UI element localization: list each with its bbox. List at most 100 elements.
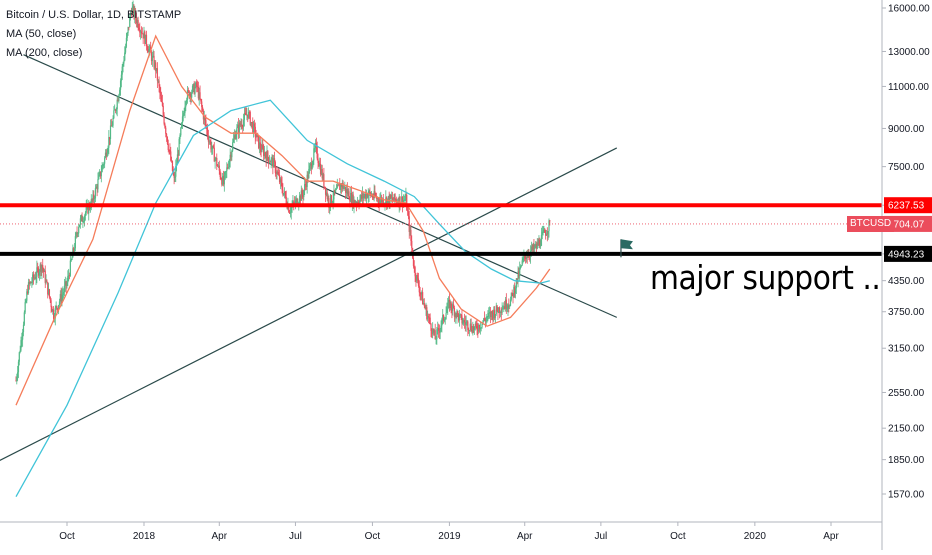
- candle-body: [336, 184, 338, 189]
- candle-body: [168, 149, 170, 151]
- candle-body: [112, 117, 114, 126]
- candle-body: [494, 309, 496, 318]
- candle-body: [98, 174, 100, 180]
- candle-body: [94, 198, 96, 200]
- candle-body: [365, 193, 368, 199]
- candle-body: [22, 324, 25, 333]
- candle-body: [440, 325, 442, 329]
- candle-body: [443, 319, 445, 321]
- candle-body: [404, 199, 406, 201]
- candle-body: [501, 309, 503, 313]
- candle-body: [472, 326, 474, 333]
- candle-body: [99, 171, 102, 177]
- candle-body: [519, 268, 521, 277]
- candle-body: [479, 327, 481, 330]
- candle-body: [289, 212, 292, 214]
- candle-body: [209, 141, 211, 143]
- candle-body: [119, 80, 122, 90]
- candle-body: [162, 105, 164, 115]
- candle-body: [295, 198, 297, 201]
- candle-body: [184, 106, 186, 114]
- candle-body: [346, 189, 348, 195]
- candle-body: [109, 125, 112, 140]
- candle-body: [68, 275, 71, 277]
- legend-ma50: MA (50, close): [6, 28, 77, 40]
- candle-body: [106, 152, 108, 157]
- candle-body: [361, 193, 363, 199]
- candle-body: [37, 267, 39, 269]
- candle-body: [88, 204, 90, 214]
- candle-body: [121, 66, 123, 75]
- candle-body: [105, 152, 107, 157]
- candle-body: [70, 259, 72, 261]
- candle-body: [207, 135, 210, 142]
- candle-body: [133, 6, 135, 17]
- trendline-ascending[interactable]: [0, 147, 618, 465]
- candle-body: [340, 184, 343, 187]
- candle-body: [212, 145, 215, 148]
- candle-body: [84, 212, 87, 216]
- candle-body: [262, 145, 264, 149]
- candle-body: [251, 122, 253, 123]
- candle-body: [350, 192, 352, 202]
- candle-body: [424, 306, 426, 310]
- candle-body: [323, 174, 325, 187]
- candle-body: [119, 89, 121, 95]
- ma200-line[interactable]: [15, 99, 550, 498]
- candle-body: [301, 190, 303, 195]
- candle-body: [524, 255, 527, 259]
- candle-body: [498, 307, 500, 313]
- candle-body: [15, 380, 17, 382]
- candle-body: [126, 32, 128, 38]
- trendline-descending[interactable]: [23, 54, 618, 318]
- ma50-line[interactable]: [15, 34, 551, 406]
- candle-body: [319, 163, 322, 175]
- candle-body: [499, 312, 502, 313]
- candle-body: [222, 176, 224, 185]
- candle-body: [512, 293, 514, 297]
- y-label-badge: [884, 245, 932, 262]
- candle-body: [436, 329, 438, 340]
- candle-body: [455, 313, 457, 318]
- candle-body: [241, 124, 243, 127]
- candle-body: [348, 191, 350, 200]
- candle-body: [381, 197, 383, 203]
- candle-body: [46, 280, 48, 283]
- candle-body: [328, 198, 330, 208]
- candle-body: [228, 160, 230, 167]
- candle-body: [268, 157, 270, 163]
- y-tick-label: 1850.00: [888, 455, 925, 466]
- candle-body: [332, 199, 334, 203]
- candle-body: [453, 304, 455, 309]
- flag-icon[interactable]: [620, 239, 633, 250]
- candle-body: [198, 92, 200, 99]
- candle-body: [519, 266, 522, 269]
- candle-body: [514, 286, 516, 294]
- candle-body: [44, 270, 46, 283]
- candle-body: [392, 199, 394, 201]
- candle-body: [417, 278, 420, 286]
- y-tick-label: 2150.00: [888, 424, 925, 435]
- candle-body: [405, 194, 407, 200]
- candle-body: [345, 186, 347, 193]
- y-tick-label: 3150.00: [888, 344, 925, 355]
- candle-body: [195, 82, 197, 88]
- candle-body: [92, 194, 94, 201]
- candle-body: [535, 244, 537, 247]
- candle-body: [79, 218, 81, 225]
- candle-body: [196, 86, 199, 88]
- candle-body: [83, 221, 85, 222]
- candle-body: [233, 135, 235, 139]
- candle-body: [250, 122, 252, 125]
- candle-body: [539, 240, 541, 246]
- candle-body: [131, 7, 133, 14]
- candle-body: [432, 328, 435, 333]
- candle-body: [56, 306, 58, 309]
- candle-body: [219, 170, 221, 177]
- candle-body: [417, 275, 419, 279]
- candle-body: [285, 196, 287, 204]
- candle-body: [258, 135, 260, 148]
- candle-body: [263, 148, 265, 157]
